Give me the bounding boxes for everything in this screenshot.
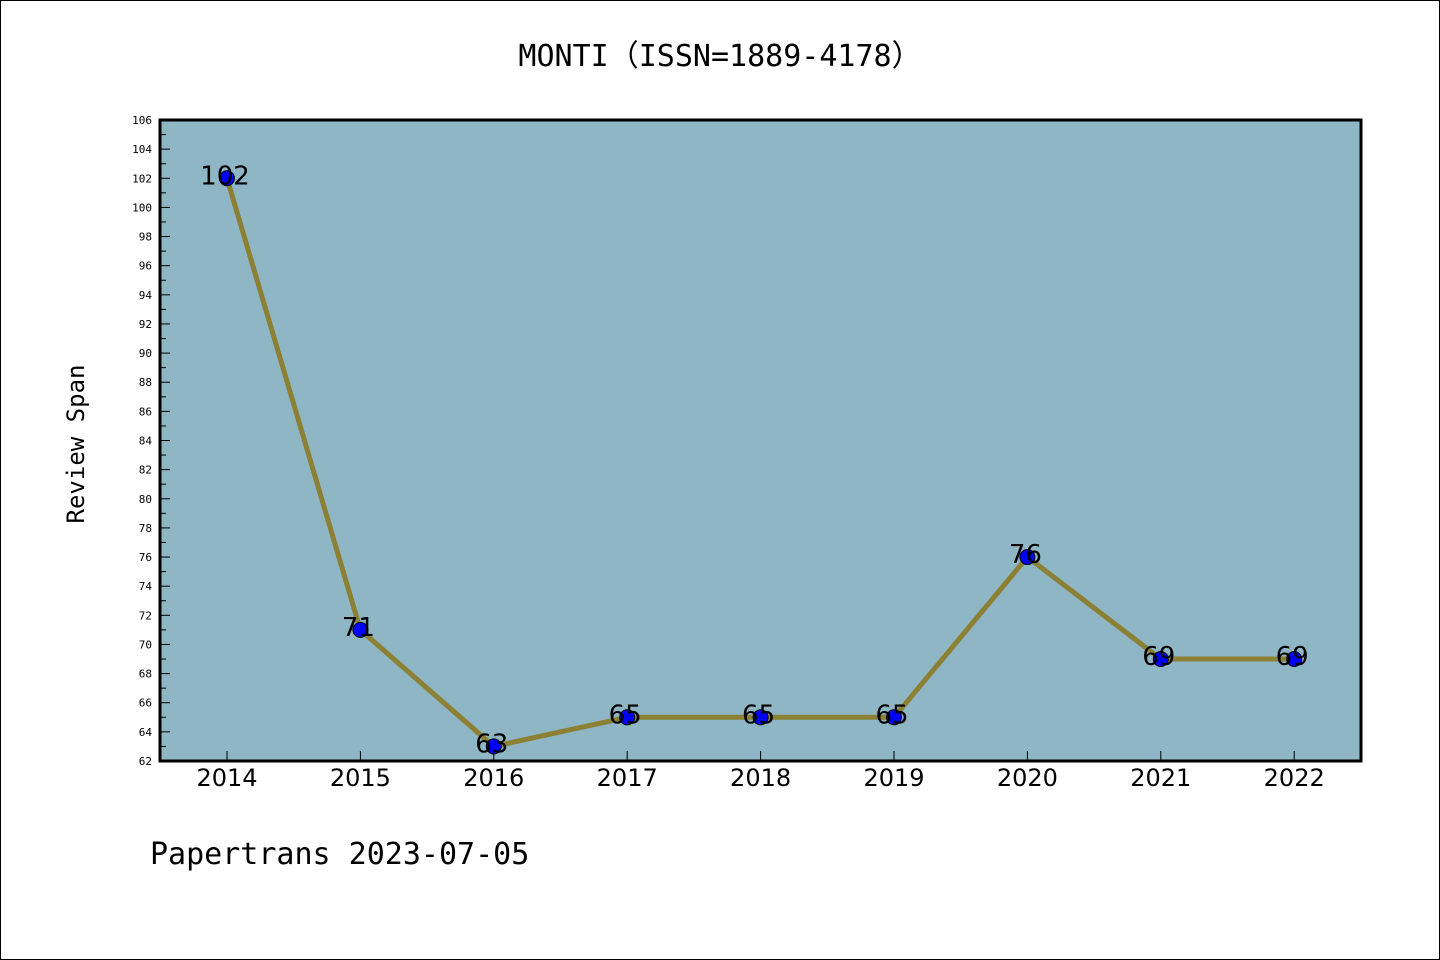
data-point-marker bbox=[1152, 651, 1169, 668]
markers-group bbox=[219, 170, 1303, 755]
y-axis: 62 64 66 68 70 72 74 76 78 80 82 84 86 88 90 92 94 96 98 10… bbox=[132, 114, 170, 768]
y-tick-label: 76 bbox=[139, 551, 152, 564]
x-tick-label: 2017 bbox=[597, 764, 658, 792]
data-labels-group: 102 71 63 65 65 65 76 69 69 bbox=[200, 161, 1309, 759]
y-tick-label: 72 bbox=[139, 609, 152, 622]
data-label: 65 bbox=[875, 700, 908, 730]
data-label: 69 bbox=[1276, 642, 1309, 672]
y-tick-label: 98 bbox=[139, 231, 152, 244]
data-label: 65 bbox=[609, 700, 642, 730]
x-axis: 2014 2015 2016 2017 2018 2019 2020 2021 2022 bbox=[196, 751, 1325, 792]
y-tick-label: 78 bbox=[139, 522, 152, 535]
x-tick-label: 2020 bbox=[997, 764, 1058, 792]
plot-area bbox=[160, 120, 1361, 761]
y-tick-label: 74 bbox=[139, 580, 153, 593]
x-tick-label: 2015 bbox=[330, 764, 391, 792]
data-point-marker bbox=[886, 709, 902, 726]
y-tick-label: 68 bbox=[139, 668, 152, 681]
x-tick-label: 2018 bbox=[730, 764, 791, 792]
data-label: 71 bbox=[342, 613, 375, 643]
data-label: 63 bbox=[475, 729, 508, 759]
y-tick-label: 88 bbox=[139, 376, 152, 389]
x-tick-label: 2021 bbox=[1130, 764, 1191, 792]
y-tick-label: 80 bbox=[139, 493, 152, 506]
y-tick-label: 64 bbox=[139, 726, 153, 739]
chart-title: MONTI（ISSN=1889-4178） bbox=[518, 39, 921, 74]
y-tick-label: 70 bbox=[139, 638, 152, 651]
y-tick-label: 86 bbox=[139, 405, 152, 418]
x-tick-label: 2014 bbox=[196, 764, 257, 792]
y-tick-label: 106 bbox=[132, 114, 152, 127]
data-label: 102 bbox=[200, 161, 250, 191]
data-label: 76 bbox=[1009, 540, 1042, 570]
data-point-marker bbox=[752, 709, 769, 726]
y-tick-label: 62 bbox=[139, 755, 152, 768]
x-tick-label: 2019 bbox=[863, 764, 924, 792]
y-axis-label: Review Span bbox=[62, 365, 90, 524]
y-tick-label: 94 bbox=[139, 289, 153, 302]
data-point-marker bbox=[619, 709, 636, 726]
y-tick-label: 90 bbox=[139, 347, 152, 360]
data-label: 69 bbox=[1142, 642, 1175, 672]
x-tick-label: 2022 bbox=[1264, 764, 1325, 792]
plot-border bbox=[158, 118, 1363, 763]
data-point-marker bbox=[485, 738, 502, 755]
y-tick-label: 96 bbox=[139, 260, 152, 273]
data-point-marker bbox=[1019, 549, 1036, 566]
y-tick-label: 66 bbox=[139, 697, 152, 710]
footer-text: Papertrans 2023-07-05 bbox=[150, 837, 529, 872]
y-tick-label: 102 bbox=[132, 172, 152, 185]
data-label: 65 bbox=[742, 700, 775, 730]
y-tick-label: 82 bbox=[139, 464, 152, 477]
data-point-marker bbox=[1286, 651, 1303, 668]
y-tick-label: 84 bbox=[139, 435, 153, 448]
x-tick-label: 2016 bbox=[463, 764, 524, 792]
y-tick-label: 92 bbox=[139, 318, 152, 331]
data-point-marker bbox=[219, 170, 235, 187]
y-tick-label: 100 bbox=[132, 201, 152, 214]
y-tick-label: 104 bbox=[132, 143, 152, 156]
data-point-marker bbox=[352, 621, 369, 638]
